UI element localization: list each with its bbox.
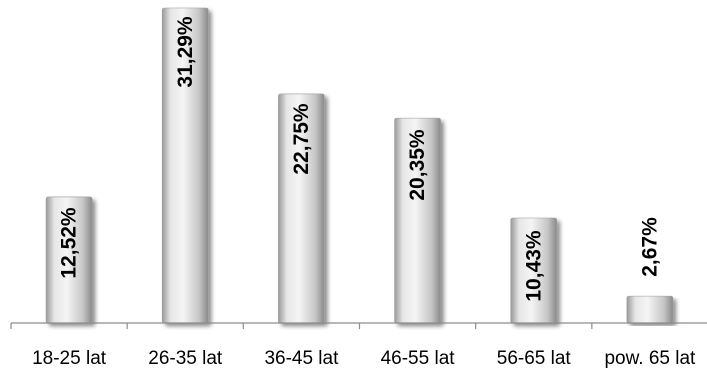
x-tick-label-1: 26-35 lat <box>148 348 223 369</box>
bars-group <box>45 7 674 324</box>
bar-5 <box>626 295 674 324</box>
data-label-2: 22,75% <box>290 103 313 175</box>
data-label-1: 31,29% <box>174 16 197 88</box>
x-tick-label-2: 36-45 lat <box>264 348 339 369</box>
x-tick-label-4: 56-65 lat <box>497 348 572 369</box>
data-label-0: 12,52% <box>58 207 81 279</box>
x-tick-label-5: pow. 65 lat <box>604 348 696 369</box>
x-tick-label-3: 46-55 lat <box>381 348 456 369</box>
x-tick-label-0: 18-25 lat <box>32 348 107 369</box>
x-axis: 18-25 lat 26-35 lat 36-45 lat 46-55 lat 56-6… <box>10 322 707 369</box>
data-label-3: 20,35% <box>406 129 429 201</box>
data-label-5: 2,67% <box>638 217 661 277</box>
data-label-4: 10,43% <box>522 230 545 302</box>
data-labels-group: 12,52% 31,29% 22,75% 20,35% 10,43% 2,67% <box>58 16 662 302</box>
